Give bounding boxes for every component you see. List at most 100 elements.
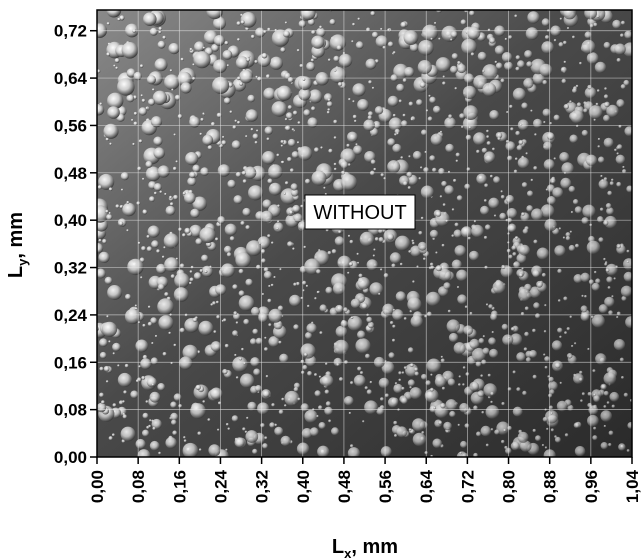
droplet xyxy=(246,240,262,256)
droplet xyxy=(335,325,348,338)
droplet xyxy=(485,405,500,419)
droplet xyxy=(400,397,408,405)
droplet xyxy=(250,357,260,367)
droplet xyxy=(512,87,526,101)
droplet xyxy=(418,177,422,180)
droplet xyxy=(318,375,322,378)
droplet xyxy=(457,423,460,427)
droplet xyxy=(268,182,282,196)
droplet xyxy=(225,448,228,451)
droplet xyxy=(480,205,490,215)
droplet xyxy=(268,308,283,323)
droplet xyxy=(444,185,455,195)
droplet xyxy=(134,307,138,310)
droplet xyxy=(548,381,558,391)
droplet xyxy=(519,273,523,278)
droplet xyxy=(543,330,547,333)
droplet xyxy=(284,390,300,406)
droplet xyxy=(380,397,384,401)
droplet xyxy=(572,199,579,205)
droplet xyxy=(596,15,600,18)
droplet xyxy=(470,52,475,56)
droplet xyxy=(512,252,517,257)
droplet xyxy=(449,410,456,418)
droplet xyxy=(234,353,237,357)
droplet xyxy=(350,316,354,320)
droplet xyxy=(441,180,447,187)
droplet xyxy=(517,119,529,131)
droplet xyxy=(468,126,472,129)
droplet xyxy=(403,30,419,45)
droplet xyxy=(526,205,534,212)
droplet xyxy=(178,227,183,232)
droplet xyxy=(569,134,578,144)
droplet xyxy=(454,87,458,90)
droplet xyxy=(458,383,461,386)
droplet xyxy=(277,305,284,312)
droplet xyxy=(235,171,242,178)
droplet xyxy=(183,439,187,443)
droplet xyxy=(482,70,485,73)
droplet xyxy=(148,424,152,428)
droplet xyxy=(245,278,253,287)
droplet xyxy=(321,374,334,387)
droplet xyxy=(544,446,548,449)
droplet xyxy=(192,77,196,81)
droplet xyxy=(604,101,610,108)
droplet xyxy=(246,57,250,62)
droplet xyxy=(372,121,381,129)
droplet xyxy=(263,271,272,280)
droplet xyxy=(393,63,409,79)
droplet xyxy=(369,282,384,296)
droplet xyxy=(105,137,110,141)
droplet xyxy=(192,196,207,211)
droplet xyxy=(624,30,632,39)
droplet xyxy=(291,151,299,159)
droplet xyxy=(469,250,479,261)
droplet xyxy=(250,306,260,316)
droplet xyxy=(549,177,556,184)
droplet xyxy=(265,375,269,378)
droplet xyxy=(579,370,583,375)
droplet xyxy=(130,390,139,399)
droplet xyxy=(232,284,238,290)
droplet xyxy=(424,388,439,403)
droplet xyxy=(611,295,614,298)
droplet xyxy=(626,449,630,453)
droplet xyxy=(179,356,193,370)
droplet xyxy=(226,64,230,67)
droplet xyxy=(483,151,496,163)
droplet xyxy=(373,248,376,251)
droplet xyxy=(407,186,411,190)
droplet xyxy=(541,272,547,278)
droplet xyxy=(525,27,539,40)
droplet xyxy=(146,75,156,85)
droplet xyxy=(269,422,275,428)
droplet xyxy=(572,88,577,94)
droplet xyxy=(603,137,614,148)
droplet xyxy=(494,45,505,55)
droplet xyxy=(462,116,478,132)
droplet xyxy=(213,35,225,46)
droplet xyxy=(509,333,523,346)
droplet xyxy=(554,362,561,369)
droplet xyxy=(277,204,280,208)
droplet xyxy=(254,141,258,144)
droplet xyxy=(297,121,301,125)
droplet xyxy=(516,387,521,392)
droplet xyxy=(476,431,481,437)
droplet xyxy=(216,315,221,319)
droplet xyxy=(590,315,594,319)
droplet xyxy=(507,425,512,431)
droplet xyxy=(97,205,109,223)
droplet xyxy=(224,343,229,348)
droplet xyxy=(489,348,499,358)
droplet xyxy=(179,263,185,269)
droplet xyxy=(112,342,121,352)
droplet xyxy=(527,190,534,197)
droplet xyxy=(232,330,239,337)
droplet xyxy=(398,99,402,103)
x-tick-label: 0,56 xyxy=(376,470,395,503)
droplet xyxy=(121,42,139,59)
droplet xyxy=(500,78,505,83)
